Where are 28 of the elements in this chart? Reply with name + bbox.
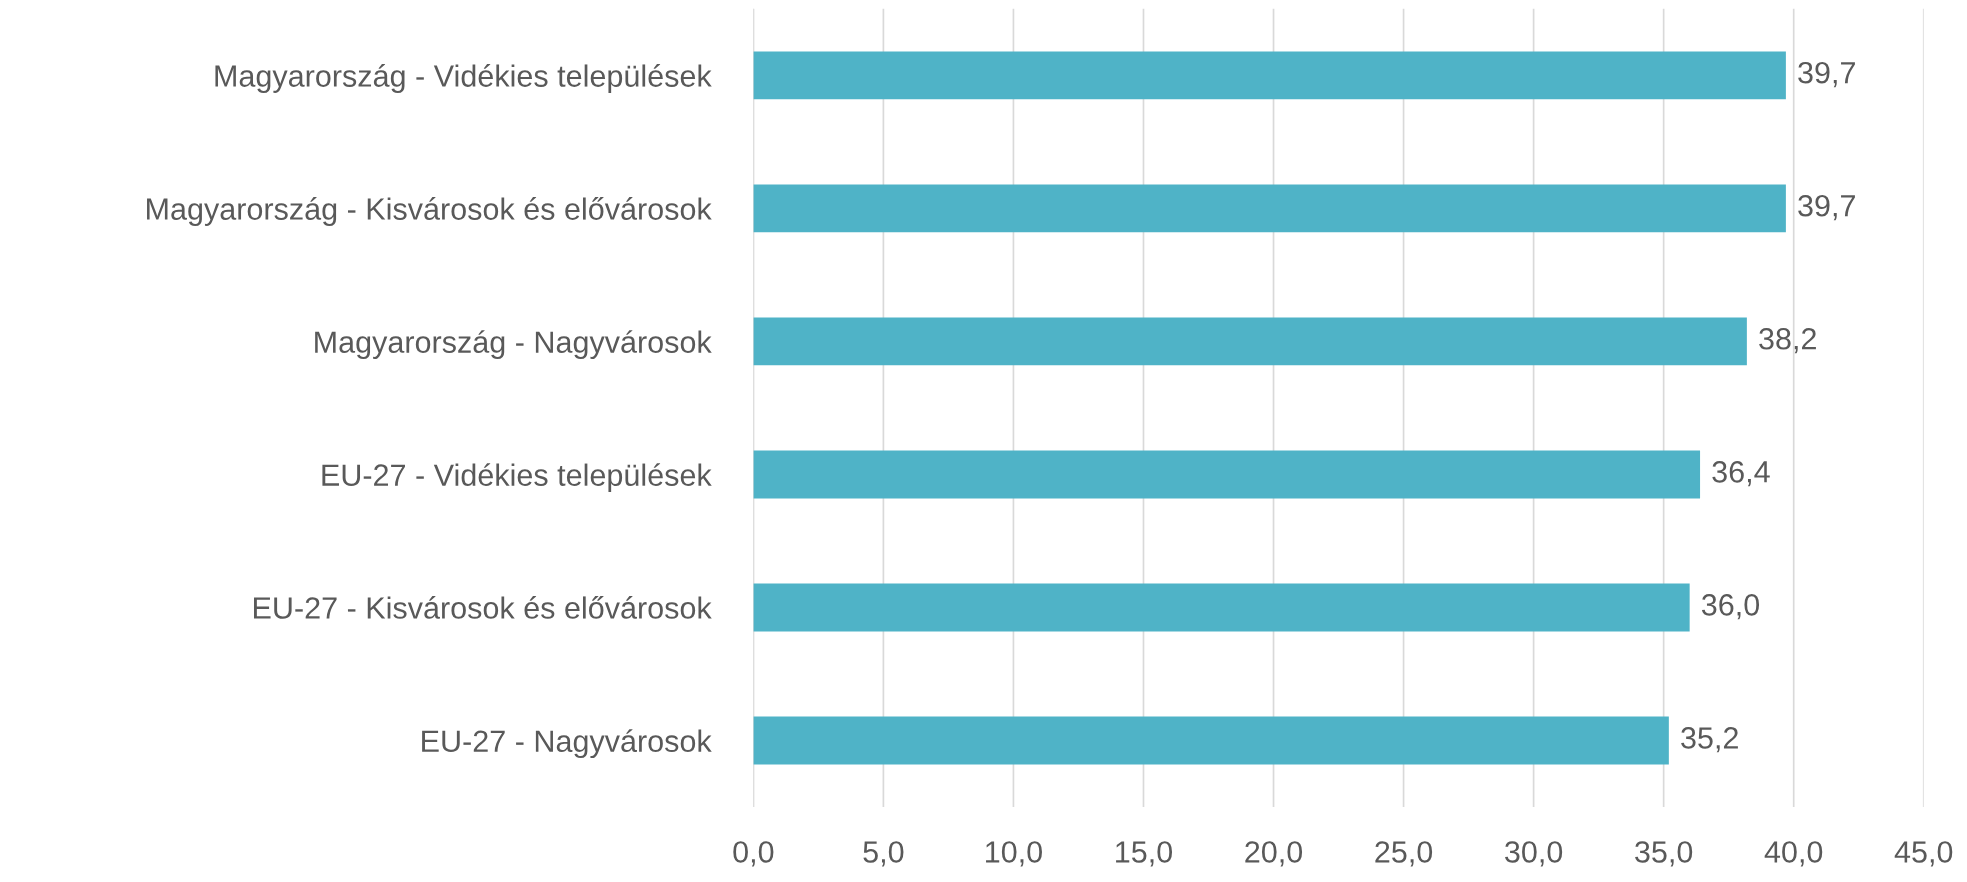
x-tick-label: 30,0	[1505, 841, 1563, 867]
x-tick-label: 5,0	[863, 841, 904, 867]
x-tick-label: 45,0	[1894, 841, 1953, 867]
y-tick-label: Magyarország - Nagyvárosok	[315, 330, 712, 359]
bar	[753, 450, 1701, 499]
bar	[753, 317, 1747, 366]
bar	[753, 716, 1669, 765]
x-tick-label: 10,0	[986, 841, 1042, 867]
x-tick-label: 0,0	[733, 841, 774, 867]
y-tick-label: EU-27 - Kisvárosok és elővárosok	[254, 596, 712, 619]
x-tick-label: 15,0	[1116, 841, 1173, 867]
data-label: 35,2	[1681, 727, 1738, 753]
x-tick-label: 25,0	[1375, 841, 1433, 867]
data-label: 39,7	[1798, 194, 1855, 221]
data-label: 38,2	[1759, 327, 1816, 354]
y-tick-label: Magyarország - Kisvárosok és elővárosok	[147, 197, 712, 226]
x-tick-label: 35,0	[1635, 841, 1693, 867]
data-label: 39,7	[1798, 61, 1855, 88]
x-tick-label: 40,0	[1764, 841, 1823, 867]
data-label: 36,0	[1701, 594, 1760, 620]
x-tick-label: 20,0	[1245, 841, 1303, 867]
data-label: 36,4	[1712, 461, 1770, 487]
bar	[753, 51, 1786, 100]
y-tick-label: EU-27 - Vidékies települések	[322, 463, 712, 493]
y-tick-label: EU-27 - Nagyvárosok	[422, 729, 712, 759]
bar	[753, 184, 1786, 233]
y-tick-label: Magyarország - Vidékies települések	[215, 64, 712, 93]
bar	[753, 583, 1690, 632]
